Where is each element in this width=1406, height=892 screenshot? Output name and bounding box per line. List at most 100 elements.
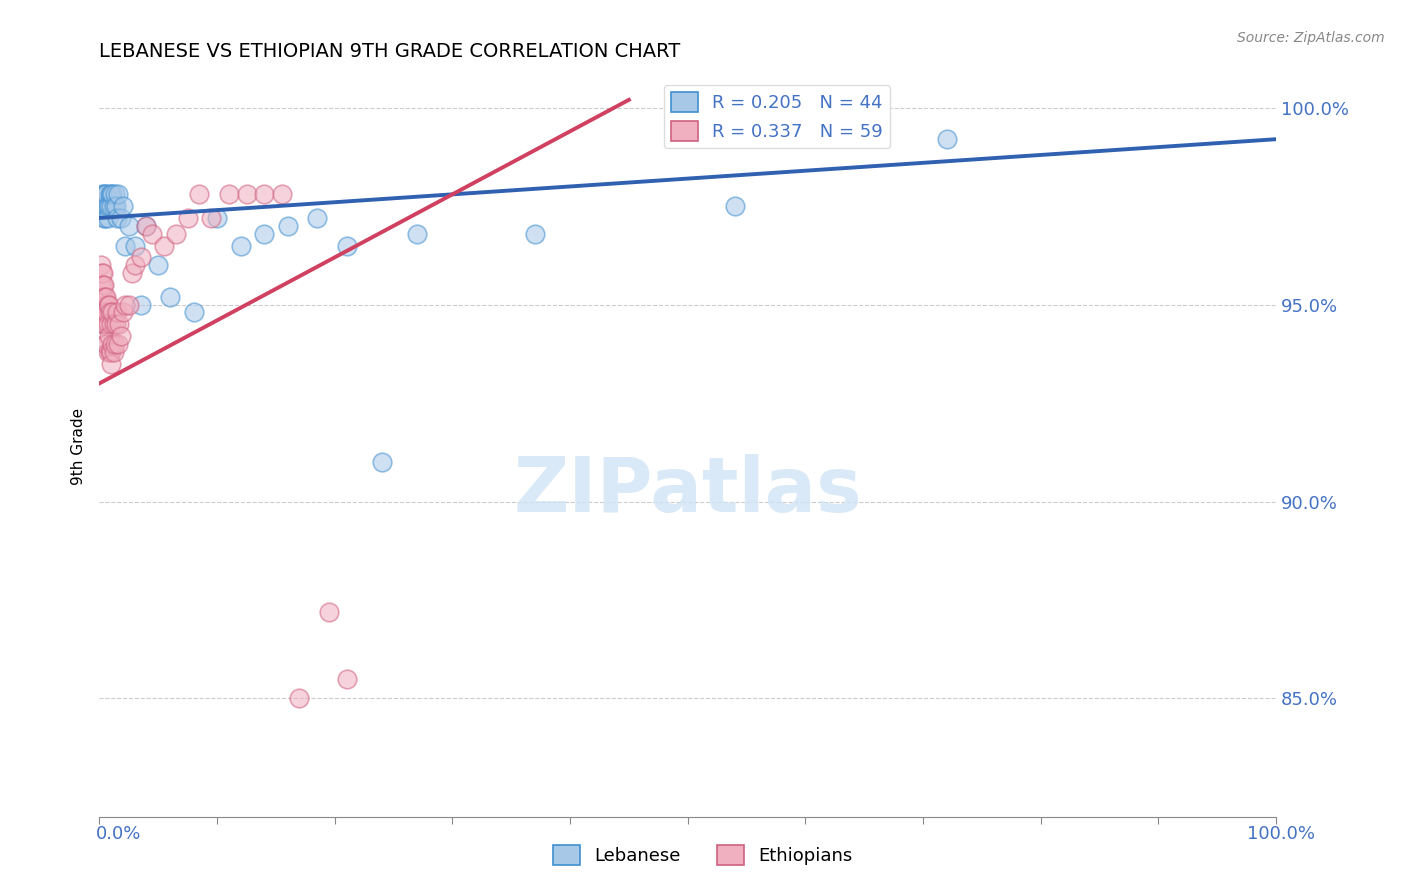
- Point: [100, 357, 122, 371]
- Point: [307, 211, 329, 225]
- Point: [121, 266, 143, 280]
- Point: [141, 227, 163, 241]
- Legend: Lebanese, Ethiopians: Lebanese, Ethiopians: [546, 838, 860, 872]
- Point: [110, 329, 132, 343]
- Point: [229, 238, 252, 252]
- Point: [91, 318, 114, 332]
- Point: [97, 199, 120, 213]
- Point: [98, 305, 121, 319]
- Point: [335, 238, 357, 252]
- Point: [104, 199, 127, 213]
- Text: ZIPatlas: ZIPatlas: [513, 454, 862, 528]
- Point: [270, 187, 292, 202]
- Point: [253, 227, 276, 241]
- Point: [90, 199, 112, 213]
- Point: [94, 318, 117, 332]
- Point: [103, 318, 125, 332]
- Point: [148, 258, 170, 272]
- Point: [101, 187, 124, 202]
- Point: [135, 219, 157, 233]
- Point: [104, 187, 127, 202]
- Point: [94, 305, 117, 319]
- Point: [108, 318, 131, 332]
- Point: [371, 455, 394, 469]
- Point: [96, 305, 118, 319]
- Point: [288, 691, 311, 706]
- Point: [94, 290, 117, 304]
- Point: [135, 219, 157, 233]
- Point: [90, 258, 112, 272]
- Point: [96, 187, 118, 202]
- Point: [90, 277, 112, 292]
- Text: LEBANESE VS ETHIOPIAN 9TH GRADE CORRELATION CHART: LEBANESE VS ETHIOPIAN 9TH GRADE CORRELAT…: [100, 42, 681, 61]
- Point: [100, 318, 122, 332]
- Point: [183, 305, 205, 319]
- Point: [188, 187, 211, 202]
- Text: 0.0%: 0.0%: [96, 825, 141, 843]
- Point: [523, 227, 546, 241]
- Point: [93, 187, 115, 202]
- Point: [114, 238, 136, 252]
- Point: [93, 211, 115, 225]
- Point: [205, 211, 228, 225]
- Point: [111, 305, 134, 319]
- Point: [105, 211, 128, 225]
- Point: [97, 199, 120, 213]
- Point: [335, 672, 357, 686]
- Point: [94, 337, 117, 351]
- Point: [153, 238, 176, 252]
- Point: [94, 211, 117, 225]
- Point: [218, 187, 240, 202]
- Point: [96, 199, 118, 213]
- Point: [935, 132, 957, 146]
- Point: [93, 318, 115, 332]
- Text: Source: ZipAtlas.com: Source: ZipAtlas.com: [1237, 31, 1385, 45]
- Point: [97, 211, 120, 225]
- Point: [107, 337, 129, 351]
- Point: [96, 290, 118, 304]
- Point: [406, 227, 429, 241]
- Point: [91, 199, 114, 213]
- Point: [101, 337, 124, 351]
- Point: [91, 277, 114, 292]
- Point: [124, 258, 146, 272]
- Text: 100.0%: 100.0%: [1247, 825, 1315, 843]
- Point: [277, 219, 299, 233]
- Point: [96, 337, 118, 351]
- Point: [90, 266, 112, 280]
- Point: [105, 305, 128, 319]
- Point: [129, 297, 152, 311]
- Point: [90, 187, 112, 202]
- Legend: R = 0.205   N = 44, R = 0.337   N = 59: R = 0.205 N = 44, R = 0.337 N = 59: [664, 86, 890, 148]
- Point: [110, 211, 132, 225]
- Point: [100, 344, 122, 359]
- Point: [93, 277, 115, 292]
- Point: [103, 344, 125, 359]
- Point: [114, 297, 136, 311]
- Point: [91, 290, 114, 304]
- Point: [103, 199, 125, 213]
- Point: [124, 238, 146, 252]
- Point: [159, 290, 181, 304]
- Point: [118, 219, 141, 233]
- Y-axis label: 9th Grade: 9th Grade: [72, 408, 86, 485]
- Point: [94, 199, 117, 213]
- Point: [91, 266, 114, 280]
- Point: [90, 305, 112, 319]
- Point: [90, 290, 112, 304]
- Point: [97, 329, 120, 343]
- Point: [107, 187, 129, 202]
- Point: [724, 199, 747, 213]
- Point: [97, 318, 120, 332]
- Point: [104, 318, 127, 332]
- Point: [97, 297, 120, 311]
- Point: [253, 187, 276, 202]
- Point: [98, 187, 121, 202]
- Point: [100, 199, 122, 213]
- Point: [97, 344, 120, 359]
- Point: [98, 344, 121, 359]
- Point: [176, 211, 198, 225]
- Point: [318, 605, 340, 619]
- Point: [111, 199, 134, 213]
- Point: [93, 297, 115, 311]
